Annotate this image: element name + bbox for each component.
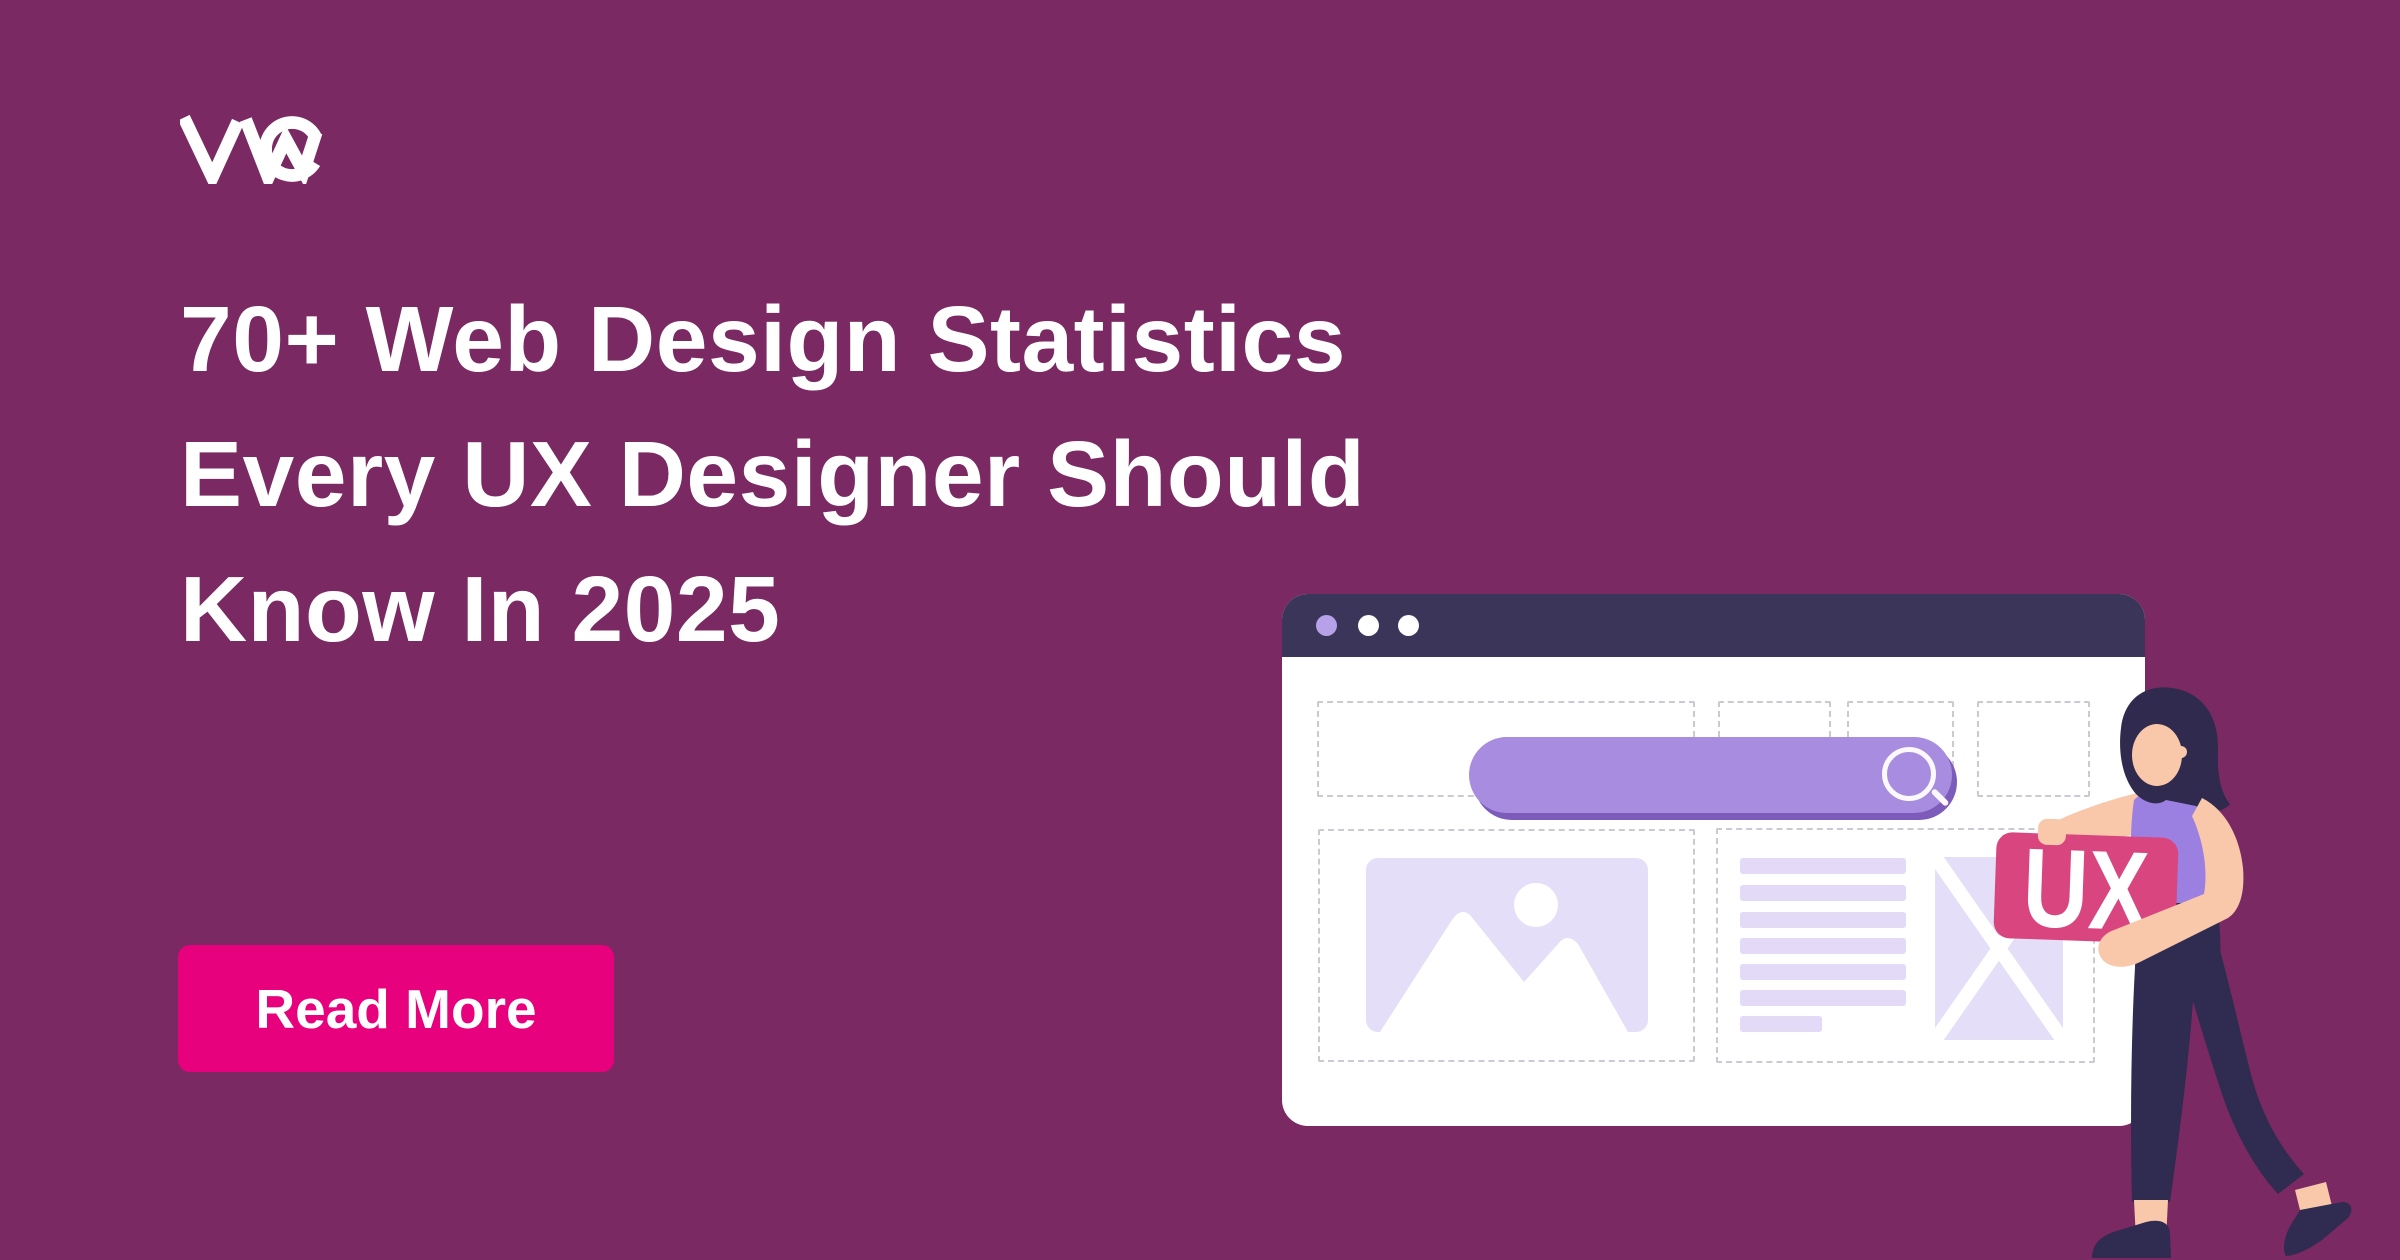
text-line-placeholder — [1740, 1016, 1822, 1032]
search-bar — [1469, 737, 1952, 813]
logo-v — [180, 114, 244, 184]
wireframe-box — [1977, 701, 2090, 797]
mountains-shape — [1380, 912, 1628, 1032]
page-title: 70+ Web Design Statistics Every UX Desig… — [180, 272, 1365, 677]
text-line-placeholder — [1740, 912, 1906, 928]
image-placeholder-art — [1380, 883, 1628, 1032]
browser-titlebar — [1282, 594, 2145, 657]
window-control-dot — [1358, 615, 1379, 636]
person-hair-fringe — [2129, 694, 2214, 744]
sun-shape — [1514, 883, 1558, 927]
text-line-placeholder — [1740, 858, 1906, 874]
person-right-shoe — [2283, 1202, 2352, 1256]
wireframe-box — [1318, 829, 1695, 1062]
window-control-dot — [1398, 615, 1419, 636]
search-icon — [1882, 747, 1936, 801]
text-line-placeholder — [1740, 964, 1906, 980]
person-right-arm — [2098, 798, 2244, 967]
person-illustration: UX — [1993, 687, 2352, 1258]
text-line-placeholder — [1740, 885, 1906, 901]
headline-line-3: Know In 2025 — [180, 557, 781, 661]
headline-line-2: Every UX Designer Should — [180, 422, 1366, 526]
image-placeholder — [1366, 858, 1648, 1032]
wireframe-box — [1716, 828, 2095, 1063]
window-control-dot — [1316, 615, 1337, 636]
headline-line-1: 70+ Web Design Statistics — [180, 287, 1346, 391]
text-line-placeholder — [1740, 990, 1906, 1006]
person-left-shoe — [2092, 1220, 2171, 1258]
read-more-button[interactable]: Read More — [178, 945, 614, 1072]
vwo-logo — [180, 114, 323, 184]
person-ear — [2175, 746, 2187, 758]
logo-o — [259, 116, 322, 182]
text-line-placeholder — [1740, 938, 1906, 954]
person-left-hand — [2037, 818, 2067, 846]
person-face — [2132, 724, 2182, 786]
